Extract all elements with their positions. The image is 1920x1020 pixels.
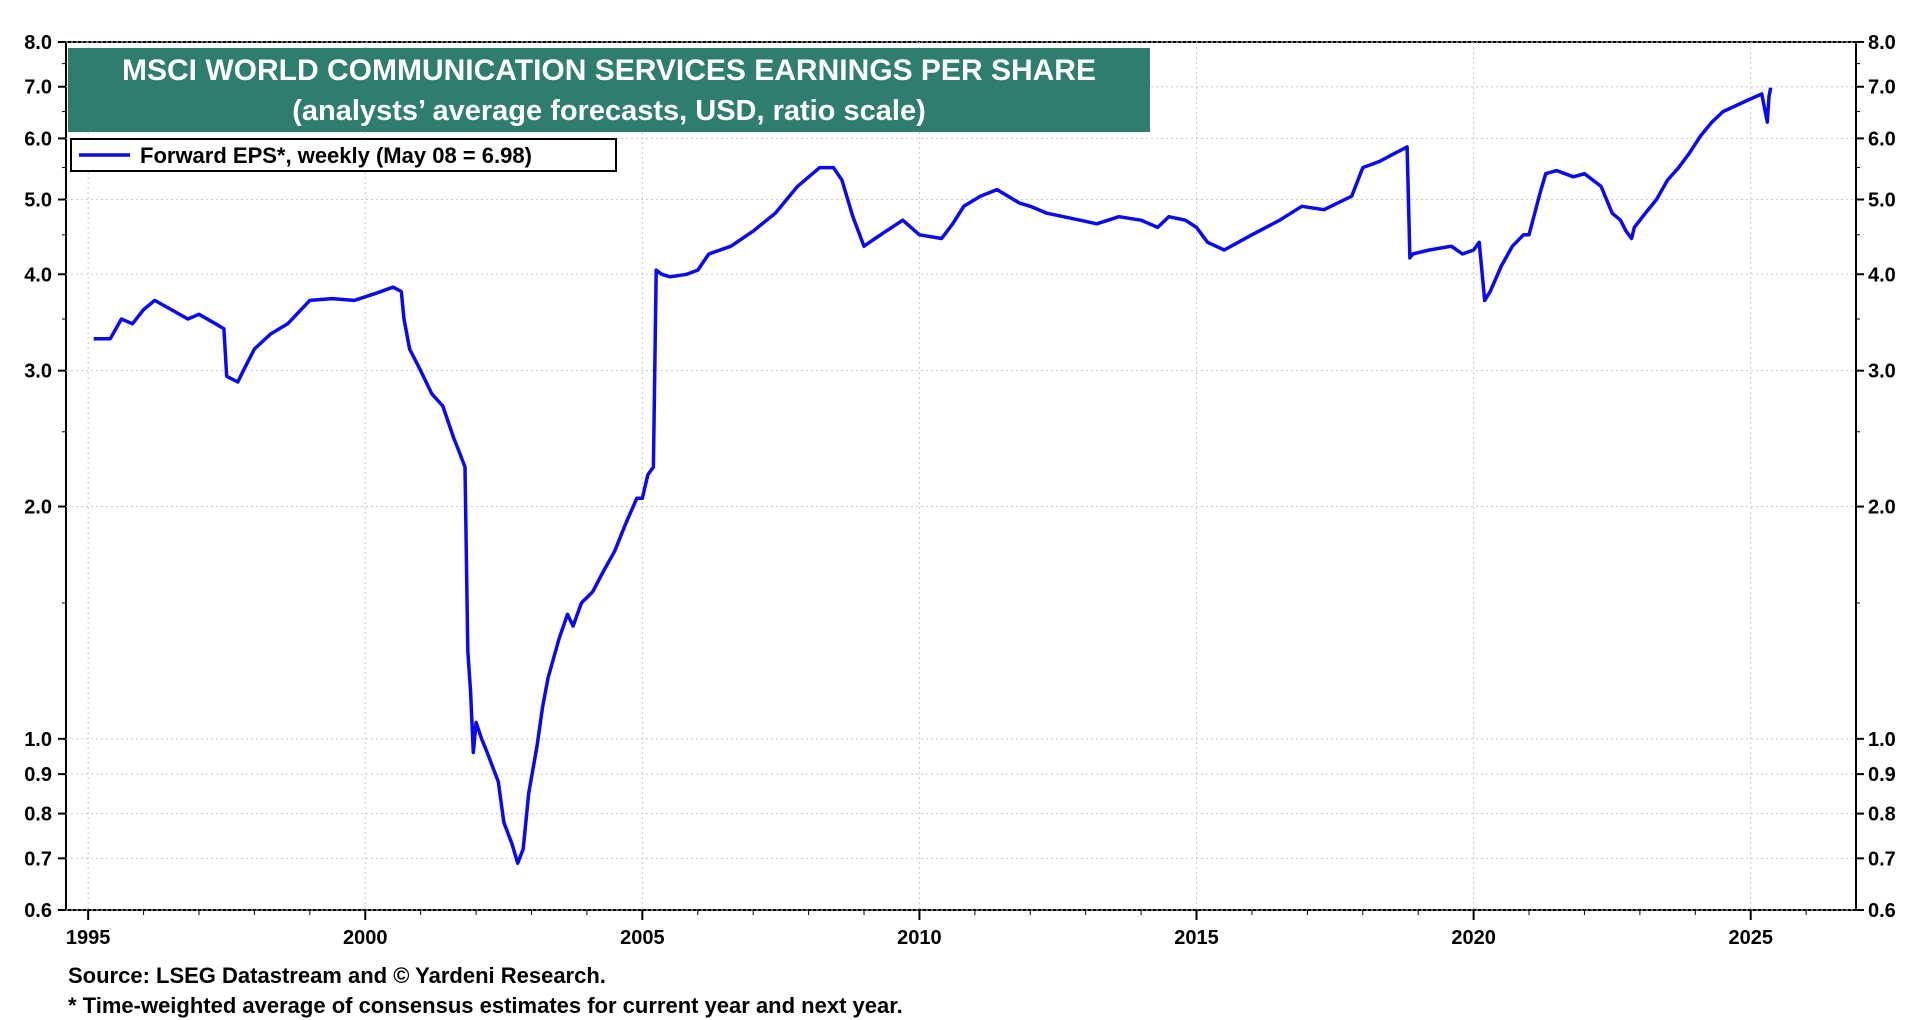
x-tick-label: 1995 <box>66 927 111 949</box>
y-tick-label-left: 1.0 <box>24 729 52 751</box>
y-tick-label-left: 3.0 <box>24 361 52 383</box>
grid <box>66 41 1856 911</box>
y-tick-label-right: 8.0 <box>1868 32 1896 54</box>
footnote: * Time-weighted average of consensus est… <box>68 993 903 1018</box>
legend-box <box>70 138 617 172</box>
y-tick-label-left: 5.0 <box>24 189 52 211</box>
legend: Forward EPS*, weekly (May 08 = 6.98) <box>70 138 617 172</box>
chart-subtitle: (analysts’ average forecasts, USD, ratio… <box>292 95 925 127</box>
y-axis-left: 0.6 0.7 0.8 0.9 1.0 2.0 3.0 4.0 5.0 6.0 7.0 8.0 <box>24 32 66 922</box>
series <box>93 87 1773 865</box>
y-tick-label-right: 0.8 <box>1868 804 1896 826</box>
x-tick-label: 2005 <box>620 927 665 949</box>
y-tick-label-right: 2.0 <box>1868 497 1896 519</box>
y-axis-right: 0.6 0.7 0.8 0.9 1.0 2.0 3.0 4.0 5.0 6.0 7.0 8.0 <box>1856 32 1896 922</box>
x-tick-label: 2025 <box>1728 927 1773 949</box>
x-tick-label: 2015 <box>1174 927 1219 949</box>
x-tick-label: 2010 <box>897 927 942 949</box>
title-background <box>68 48 1150 132</box>
y-tick-label-left: 0.9 <box>24 764 52 786</box>
y-tick-label-left: 8.0 <box>24 32 52 54</box>
chart-title-box: MSCI WORLD COMMUNICATION SERVICES EARNIN… <box>68 48 1150 132</box>
source-note: Source: LSEG Datastream and © Yardeni Re… <box>68 963 606 988</box>
y-tick-label-right: 3.0 <box>1868 361 1896 383</box>
y-tick-label-left: 0.8 <box>24 804 52 826</box>
y-tick-label-left: 0.7 <box>24 848 52 870</box>
y-tick-label-right: 6.0 <box>1868 128 1896 150</box>
y-tick-label-right: 0.9 <box>1868 764 1896 786</box>
y-tick-label-right: 1.0 <box>1868 729 1896 751</box>
y-tick-label-left: 4.0 <box>24 264 52 286</box>
y-tick-label-left: 7.0 <box>24 77 52 99</box>
plot-frame <box>65 41 1857 911</box>
series-line <box>93 87 1773 865</box>
y-tick-label-right: 0.6 <box>1868 900 1896 922</box>
legend-label: Forward EPS*, weekly (May 08 = 6.98) <box>140 143 532 168</box>
y-tick-label-right: 7.0 <box>1868 77 1896 99</box>
y-tick-label-right: 5.0 <box>1868 189 1896 211</box>
x-axis: 1995 2000 2005 2010 2015 2020 2025 <box>66 910 1807 949</box>
y-tick-label-right: 0.7 <box>1868 848 1896 870</box>
y-tick-label-left: 6.0 <box>24 128 52 150</box>
y-tick-label-right: 4.0 <box>1868 264 1896 286</box>
x-tick-label: 2000 <box>343 927 388 949</box>
x-tick-label: 2020 <box>1451 927 1496 949</box>
chart-title: MSCI WORLD COMMUNICATION SERVICES EARNIN… <box>122 54 1096 87</box>
y-tick-label-left: 0.6 <box>24 900 52 922</box>
y-tick-label-left: 2.0 <box>24 497 52 519</box>
